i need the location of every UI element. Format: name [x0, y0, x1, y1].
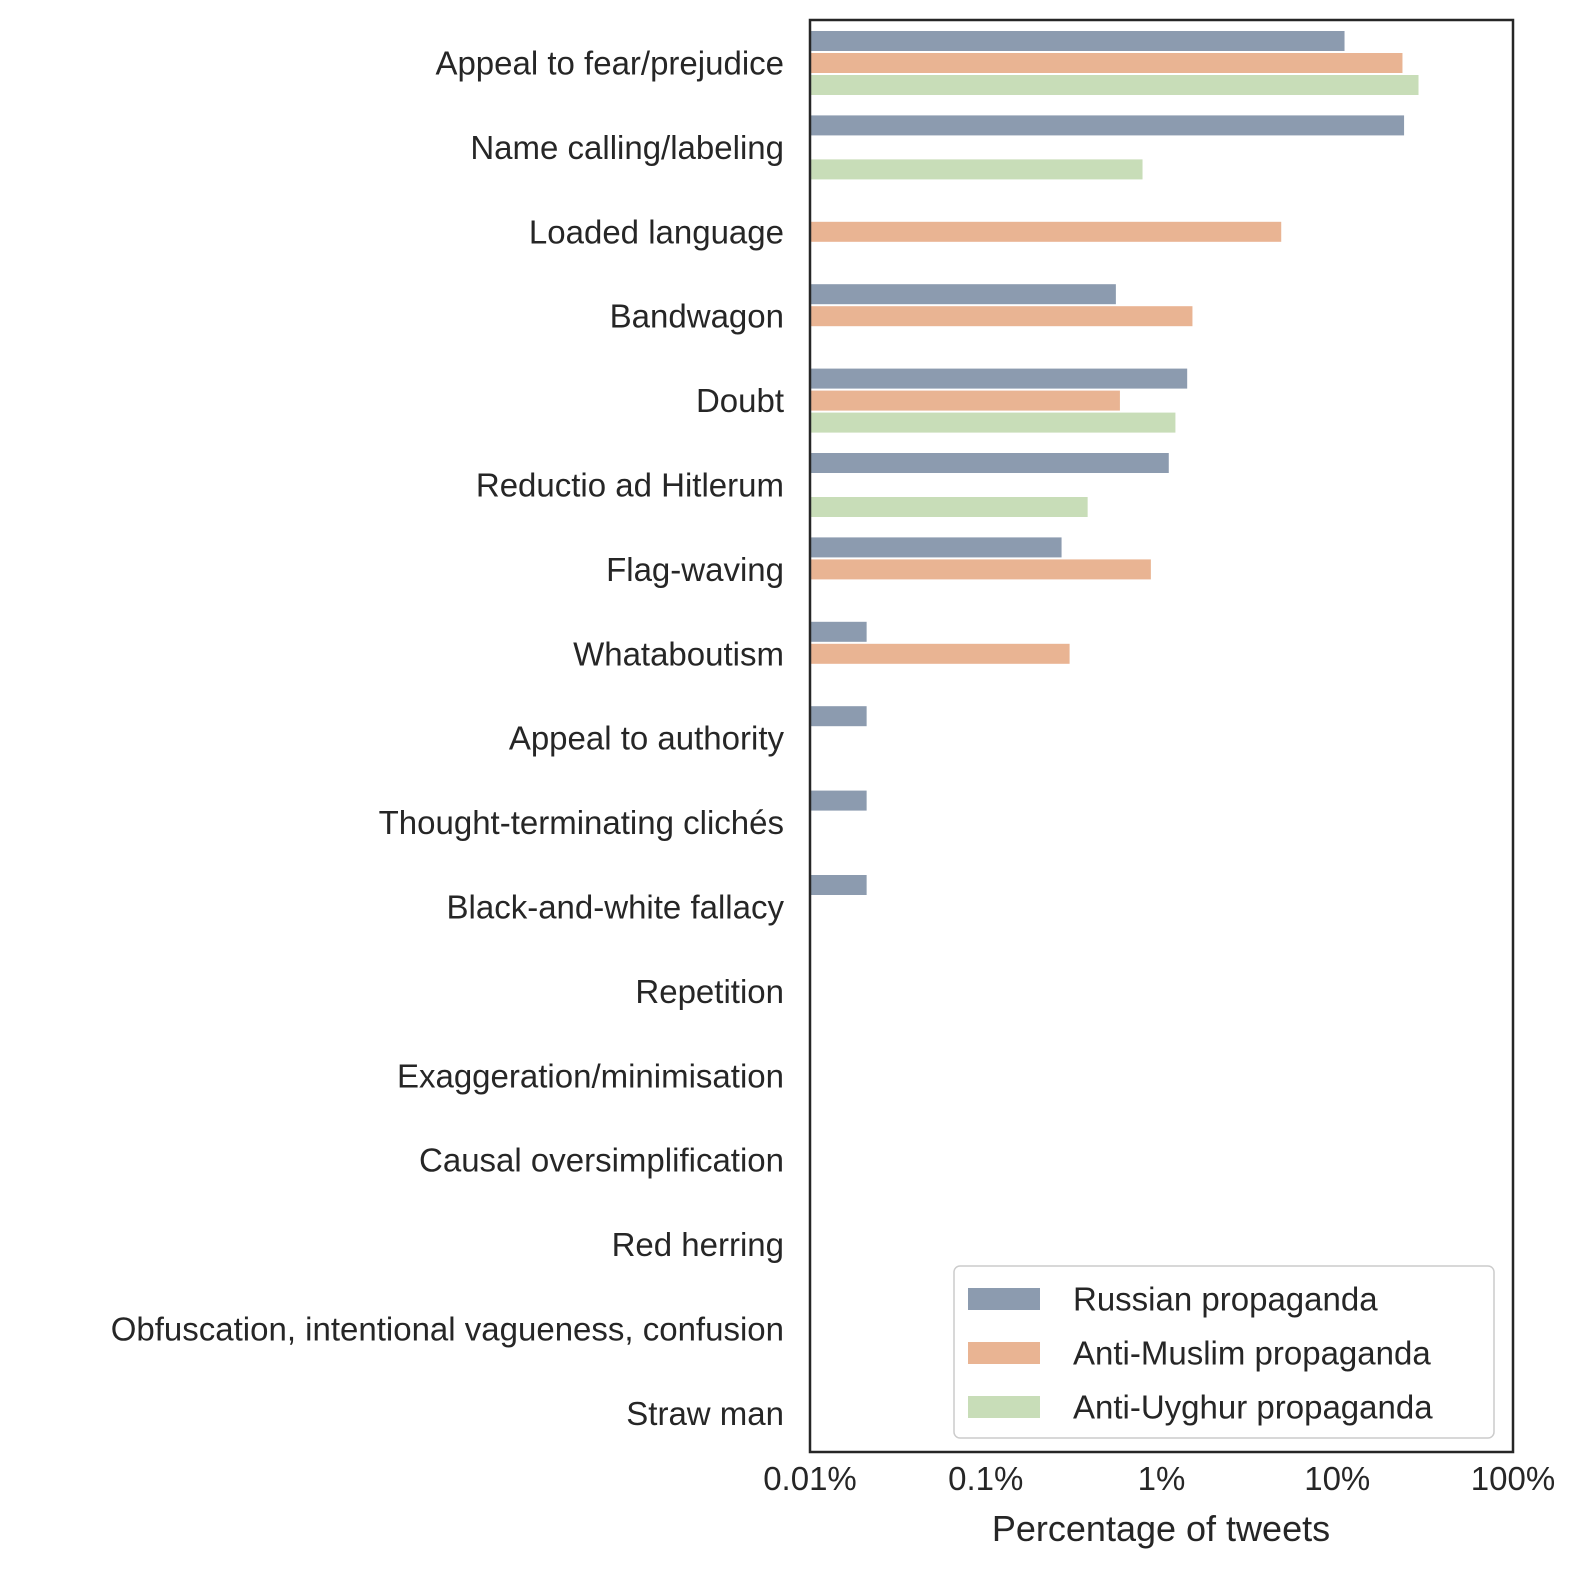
- legend-label: Anti-Muslim propaganda: [1073, 1335, 1431, 1372]
- bar-russian-propaganda: [810, 621, 867, 642]
- category-label: Appeal to fear/prejudice: [435, 45, 784, 82]
- x-tick-label: 1%: [1138, 1460, 1186, 1497]
- legend-swatch: [968, 1396, 1040, 1418]
- bars-layer: [810, 31, 1419, 895]
- bar-russian-propaganda: [810, 115, 1405, 136]
- bar-russian-propaganda: [810, 284, 1116, 305]
- category-label: Name calling/labeling: [470, 129, 784, 166]
- legend: Russian propaganda Anti-Muslim propaganda…: [953, 1265, 1495, 1439]
- bar-russian-propaganda: [810, 790, 867, 811]
- x-axis-ticks: 0.01% 0.1% 1% 10% 100%: [763, 1460, 1555, 1497]
- bar-anti-muslim-propaganda: [810, 559, 1151, 580]
- legend-label: Anti-Uyghur propaganda: [1073, 1389, 1433, 1426]
- bar-anti-muslim-propaganda: [810, 643, 1070, 664]
- x-axis-title: Percentage of tweets: [992, 1508, 1330, 1549]
- legend-label: Russian propaganda: [1073, 1281, 1378, 1318]
- x-tick-label: 100%: [1471, 1460, 1555, 1497]
- bar-russian-propaganda: [810, 31, 1345, 51]
- category-label: Whataboutism: [573, 635, 784, 672]
- bar-anti-uyghur-propaganda: [810, 159, 1143, 180]
- category-label: Causal oversimplification: [419, 1142, 784, 1179]
- legend-swatch: [968, 1288, 1040, 1310]
- category-label: Bandwagon: [610, 298, 784, 335]
- plot-frame: [808, 18, 1515, 1454]
- x-tick-label: 10%: [1304, 1460, 1370, 1497]
- legend-box: [953, 1265, 1495, 1439]
- category-label: Red herring: [612, 1226, 784, 1263]
- bar-russian-propaganda: [810, 875, 867, 895]
- bar-russian-propaganda: [810, 706, 867, 727]
- category-label: Doubt: [696, 382, 784, 419]
- bar-russian-propaganda: [810, 453, 1169, 473]
- category-label: Black-and-white fallacy: [447, 889, 785, 926]
- bar-russian-propaganda: [810, 368, 1188, 389]
- bar-anti-muslim-propaganda: [810, 390, 1120, 411]
- category-label: Obfuscation, intentional vagueness, conf…: [111, 1311, 784, 1348]
- category-labels: Appeal to fear/prejudice Name calling/lab…: [111, 45, 785, 1432]
- category-label: Reductio ad Hitlerum: [476, 467, 784, 504]
- legend-swatch: [968, 1342, 1040, 1364]
- category-label: Loaded language: [529, 213, 784, 250]
- bar-russian-propaganda: [810, 537, 1062, 558]
- category-label: Straw man: [626, 1395, 784, 1432]
- category-label: Repetition: [635, 973, 784, 1010]
- legend-items: Russian propaganda Anti-Muslim propaganda…: [968, 1281, 1433, 1426]
- x-tick-label: 0.1%: [948, 1460, 1023, 1497]
- bar-anti-uyghur-propaganda: [810, 412, 1176, 433]
- category-label: Thought-terminating clichés: [379, 804, 784, 841]
- bar-anti-muslim-propaganda: [810, 306, 1193, 327]
- bar-anti-uyghur-propaganda: [810, 75, 1419, 95]
- bar-anti-muslim-propaganda: [810, 221, 1282, 242]
- bar-anti-uyghur-propaganda: [810, 497, 1088, 517]
- category-label: Exaggeration/minimisation: [397, 1057, 784, 1094]
- bar-anti-muslim-propaganda: [810, 53, 1403, 73]
- category-label: Flag-waving: [606, 551, 784, 588]
- category-label: Appeal to authority: [509, 720, 785, 757]
- x-tick-label: 0.01%: [763, 1460, 857, 1497]
